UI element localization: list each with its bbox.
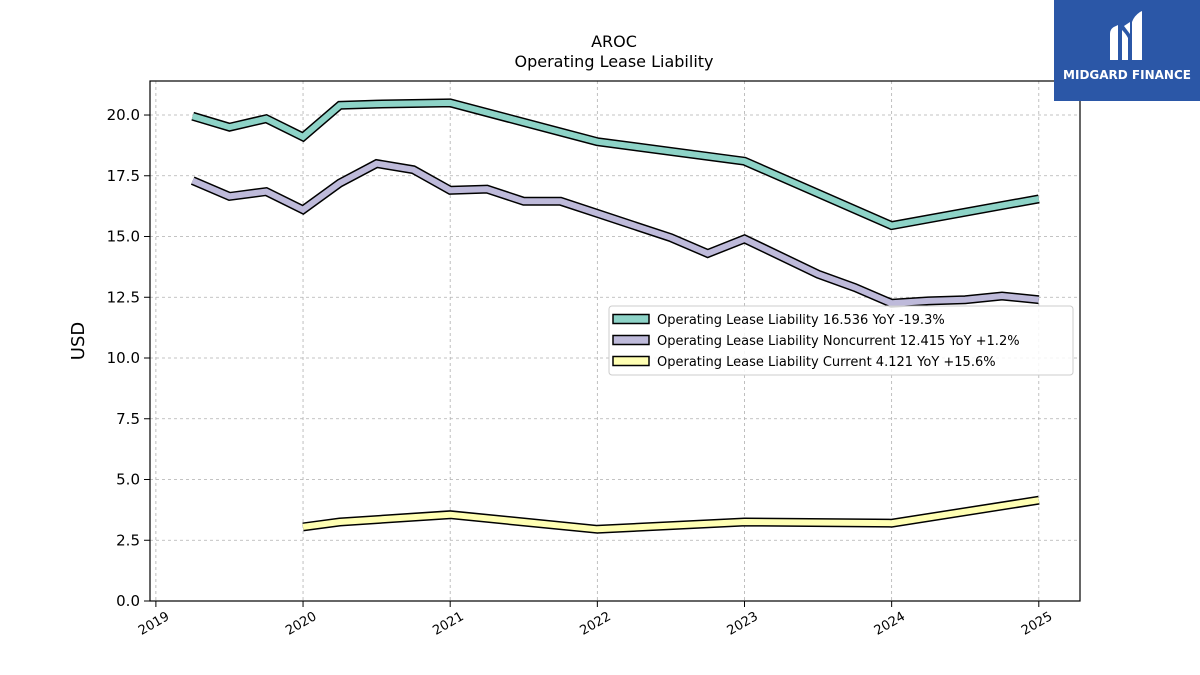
- legend-entry-label: Operating Lease Liability Noncurrent 12.…: [657, 334, 1020, 349]
- series-stroke: [302, 497, 1040, 533]
- series-stroke: [191, 160, 1040, 307]
- x-tick-label: 2024: [872, 609, 908, 639]
- y-tick-label: 12.5: [107, 288, 140, 306]
- x-tick-label: 2022: [578, 609, 614, 639]
- y-axis: 0.0 2.5 5.0 7.5 10.0 12.5 15.0 17.5 20.0: [107, 106, 150, 610]
- y-tick-label: 10.0: [107, 349, 140, 367]
- x-tick-label: 2021: [430, 609, 466, 639]
- legend-entry-label: Operating Lease Liability Current 4.121 …: [657, 355, 996, 370]
- plot-area-frame: [149, 80, 1081, 602]
- legend: Operating Lease Liability 16.536 YoY -19…: [608, 305, 1074, 376]
- midgard-logo-icon: [1110, 11, 1142, 60]
- x-tick-label: 2020: [283, 609, 319, 639]
- y-tick-label: 20.0: [107, 106, 140, 124]
- x-tick-label: 2023: [725, 609, 761, 639]
- chart-subtitle: Operating Lease Liability: [514, 52, 713, 71]
- y-tick-label: 7.5: [116, 410, 140, 428]
- legend-swatch: [612, 355, 650, 367]
- midgard-finance-logo: MIDGARD FINANCE: [1054, 0, 1200, 101]
- series-stroke: [191, 99, 1040, 229]
- logo-text: MIDGARD FINANCE: [1063, 68, 1191, 82]
- x-axis: 2019 2020 2021 2022 2023 2024 2025: [136, 601, 1055, 639]
- x-tick-label: 2025: [1019, 609, 1055, 639]
- legend-swatch: [612, 313, 650, 325]
- x-tick-label: 2019: [136, 609, 172, 639]
- y-tick-label: 17.5: [107, 167, 140, 185]
- series-outline: [190, 158, 1040, 308]
- series-line-2: [190, 158, 1040, 308]
- y-tick-label: 5.0: [116, 471, 140, 489]
- series-line-3: [302, 495, 1040, 534]
- y-tick-label: 0.0: [116, 592, 140, 610]
- legend-entry-label: Operating Lease Liability 16.536 YoY -19…: [657, 313, 945, 328]
- y-tick-label: 2.5: [116, 531, 140, 549]
- series-group: [190, 98, 1040, 534]
- legend-box: [608, 305, 1074, 376]
- chart-title: AROC: [591, 32, 637, 51]
- series-line-1: [191, 98, 1040, 231]
- y-tick-label: 15.0: [107, 228, 140, 246]
- legend-swatch: [612, 334, 650, 346]
- y-axis-label: USD: [68, 322, 89, 360]
